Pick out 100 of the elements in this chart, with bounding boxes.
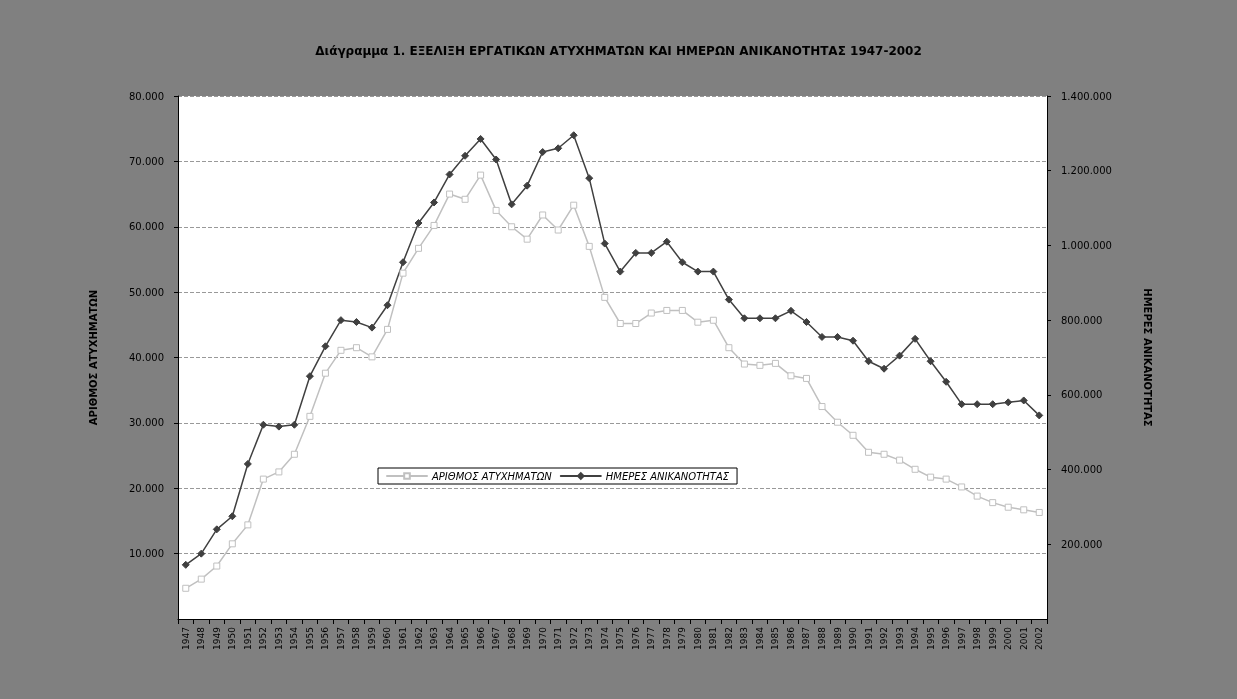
x-tick-label: 1956 xyxy=(320,626,331,650)
point xyxy=(399,258,408,267)
point xyxy=(477,171,485,179)
point xyxy=(694,318,702,326)
point xyxy=(601,293,609,301)
point xyxy=(693,267,702,276)
point xyxy=(647,309,655,317)
y-tick-label: 20.000 xyxy=(129,482,164,494)
point xyxy=(523,235,531,243)
point xyxy=(415,244,423,252)
x-tick-label: 1982 xyxy=(723,627,734,650)
x-tick-label: 1947 xyxy=(180,627,191,650)
point xyxy=(880,450,888,458)
point xyxy=(337,346,345,354)
point xyxy=(352,318,361,327)
point xyxy=(446,190,454,198)
x-tick-label: 1964 xyxy=(444,626,455,650)
point xyxy=(724,295,733,304)
x-tick-label: 1957 xyxy=(335,627,346,650)
y-tick-label: 70.000 xyxy=(129,155,164,167)
x-tick-label: 1972 xyxy=(568,627,579,650)
point xyxy=(865,448,873,456)
point xyxy=(786,306,795,315)
point xyxy=(911,465,919,473)
point xyxy=(321,369,329,377)
x-tick-label: 1980 xyxy=(692,626,703,650)
point xyxy=(523,181,532,190)
point xyxy=(352,344,360,352)
point xyxy=(756,361,764,369)
point xyxy=(585,242,593,250)
x-tick-label: 1989 xyxy=(832,626,843,650)
point xyxy=(554,144,563,153)
x-tick-label: 1955 xyxy=(304,627,315,650)
x-tick-label: 1962 xyxy=(413,627,424,650)
point xyxy=(1004,398,1013,407)
point xyxy=(508,223,516,231)
point xyxy=(244,521,252,529)
x-tick-label: 2000 xyxy=(1003,626,1014,650)
x-tick-label: 1952 xyxy=(258,627,269,650)
x-tick-label: 1992 xyxy=(879,627,890,650)
point xyxy=(678,306,686,314)
x-tick-label: 1995 xyxy=(925,627,936,650)
x-tick-label: 1960 xyxy=(382,626,393,650)
point xyxy=(771,314,780,323)
point xyxy=(942,475,950,483)
point xyxy=(492,155,501,164)
point xyxy=(182,584,190,592)
x-tick-label: 1977 xyxy=(646,627,657,650)
point xyxy=(600,239,609,248)
point xyxy=(1019,396,1028,405)
x-tick-label: 1948 xyxy=(196,626,207,650)
point xyxy=(926,357,935,366)
y-tick-label: 50.000 xyxy=(129,286,164,298)
point xyxy=(802,374,810,382)
x-tick-label: 1971 xyxy=(553,627,564,650)
x-tick-label: 1999 xyxy=(987,626,998,650)
point xyxy=(896,456,904,464)
x-tick-label: 1973 xyxy=(584,627,595,650)
x-tick-label: 1994 xyxy=(910,626,921,650)
point xyxy=(274,422,283,431)
point xyxy=(383,325,391,333)
point xyxy=(942,377,951,386)
point xyxy=(818,403,826,411)
point xyxy=(647,248,656,257)
y2-tick-label: 1.200.000 xyxy=(1061,165,1112,177)
point xyxy=(740,360,748,368)
point xyxy=(197,575,205,583)
point xyxy=(228,512,237,521)
point xyxy=(709,267,718,276)
point xyxy=(243,459,252,468)
x-tick-label: 1953 xyxy=(273,627,284,650)
point xyxy=(662,237,671,246)
y2-tick-label: 400.000 xyxy=(1061,464,1103,476)
point xyxy=(554,226,562,234)
point xyxy=(492,206,500,214)
x-tick-label: 1967 xyxy=(491,627,502,650)
point xyxy=(1020,506,1028,514)
point xyxy=(507,200,516,209)
x-tick-label: 1963 xyxy=(429,627,440,650)
x-tick-label: 1990 xyxy=(848,626,859,650)
legend-label: ΑΡΙΘΜΟΣ ΑΤΥΧΗΜΑΤΩΝ xyxy=(431,470,553,482)
legend-label: ΗΜΕΡΕΣ ΑΝΙΚΑΝΟΤΗΤΑΣ xyxy=(605,470,730,482)
y2-tick-label: 800.000 xyxy=(1061,314,1103,326)
y2-tick-label: 200.000 xyxy=(1061,538,1103,550)
point xyxy=(988,400,997,409)
point xyxy=(973,492,981,500)
point xyxy=(911,334,920,343)
x-tick-label: 1985 xyxy=(770,627,781,650)
x-tick-label: 1991 xyxy=(863,627,874,650)
point xyxy=(305,372,314,381)
x-tick-label: 1981 xyxy=(708,627,719,650)
x-tick-label: 1975 xyxy=(615,627,626,650)
y2-tick-label: 1.000.000 xyxy=(1061,239,1112,251)
x-tick-label: 1998 xyxy=(972,626,983,650)
y-tick-label: 60.000 xyxy=(129,221,164,233)
x-tick-label: 1984 xyxy=(754,626,765,650)
x-tick-label: 1958 xyxy=(351,626,362,650)
point xyxy=(849,336,858,345)
point xyxy=(399,269,407,277)
point xyxy=(631,248,640,257)
